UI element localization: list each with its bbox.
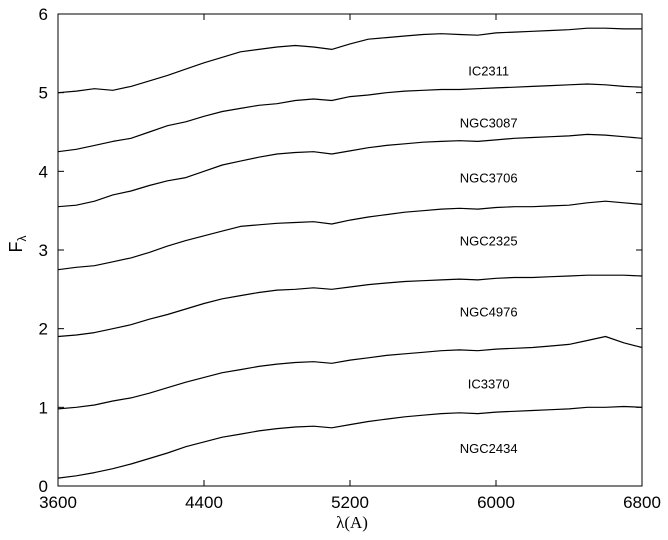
y-tick-label: 6 <box>39 5 48 24</box>
series-label-ngc3087: NGC3087 <box>460 116 518 131</box>
x-tick-label: 3600 <box>39 493 77 512</box>
y-axis-label-subscript: λ <box>15 236 29 242</box>
series-line-ngc3706 <box>57 133 643 208</box>
series-labels: IC2311 NGC3087 NGC3706 NGC2325 NGC4976 IC3370… <box>460 64 518 457</box>
x-tick-label: 6000 <box>477 493 515 512</box>
y-tick-label: 5 <box>39 84 48 103</box>
series-label-ngc3706: NGC3706 <box>460 171 518 186</box>
y-tick-label: 1 <box>39 398 48 417</box>
y-axis-label-main: F <box>6 242 26 253</box>
plot-area <box>57 13 643 487</box>
y-tick-label: 4 <box>39 162 48 181</box>
x-tick-label: 6800 <box>623 493 661 512</box>
series-lines <box>57 27 643 479</box>
y-axis-label: Fλ <box>6 236 29 253</box>
series-label-ngc2325: NGC2325 <box>460 234 518 249</box>
series-label-ngc4976: NGC4976 <box>460 304 518 319</box>
series-line-ngc3087 <box>57 83 643 153</box>
plot-frame <box>57 13 643 487</box>
y-tick-label: 3 <box>39 241 48 260</box>
series-line-ic2311 <box>57 27 642 94</box>
series-label-ic3370: IC3370 <box>468 377 510 392</box>
x-tick-label: 4400 <box>185 493 223 512</box>
y-tick-label: 0 <box>39 477 48 496</box>
y-axis-ticks: 0 1 2 3 4 5 6 <box>39 5 642 496</box>
x-axis-ticks: 3600 4400 5200 6000 6800 <box>39 14 661 512</box>
series-label-ic2311: IC2311 <box>468 64 509 79</box>
x-tick-label: 5200 <box>331 493 369 512</box>
series-label-ngc2434: NGC2434 <box>460 441 518 456</box>
series-line-ic3370 <box>57 335 643 410</box>
series-line-ngc4976 <box>57 274 643 338</box>
series-line-ngc2434 <box>57 405 643 479</box>
x-axis-label: λ(A) <box>336 513 368 532</box>
series-line-ngc2325 <box>57 200 643 271</box>
y-tick-label: 2 <box>39 320 48 339</box>
